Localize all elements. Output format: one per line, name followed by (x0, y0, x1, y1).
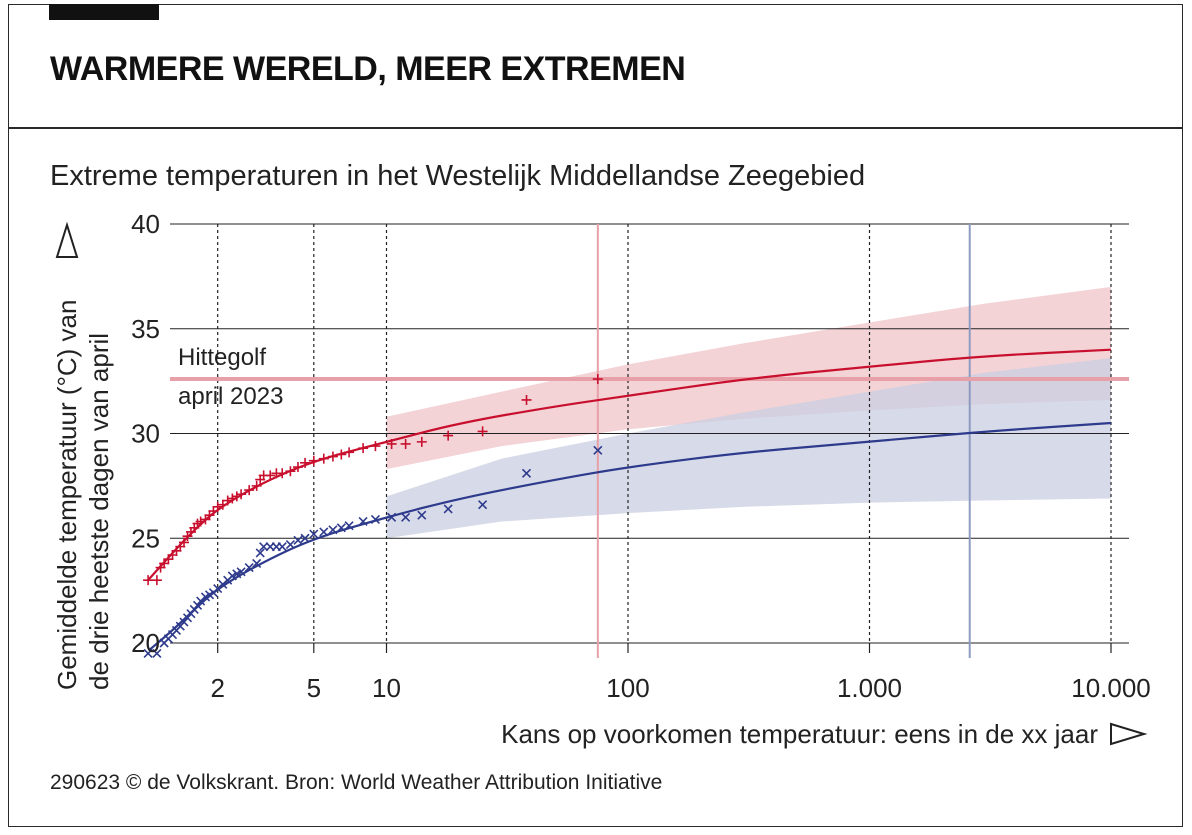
header-divider (8, 127, 1183, 129)
x-axis-arrow-icon (1110, 722, 1148, 746)
y-axis-arrow-icon (55, 221, 79, 258)
red-point-37 (344, 447, 355, 458)
blue-point-43 (478, 500, 488, 510)
blue-point-45 (593, 445, 603, 455)
uncertainty-bands (386, 286, 1111, 539)
red-point-23 (244, 485, 255, 496)
y-axis-title-line2: de drie heetste dagen van april (84, 333, 114, 690)
red-point-45 (521, 394, 532, 405)
x-tick-label-10: 10 (372, 673, 401, 703)
blue-point-35 (336, 523, 346, 533)
red-point-34 (318, 453, 329, 464)
blue-point-28 (277, 542, 287, 552)
red-point-46 (592, 374, 603, 385)
brand-bar (49, 4, 159, 20)
blue-fit-curve (149, 421, 1112, 651)
blue-point-37 (358, 516, 368, 527)
red-point-16 (208, 506, 219, 517)
blue-point-29 (285, 539, 295, 550)
blue-point-24 (255, 548, 265, 558)
source-note: 290623 © de Volkskrant. Bron: World Weat… (50, 771, 663, 794)
blue-point-39 (387, 512, 397, 522)
x-tick-label-100: 100 (606, 673, 649, 703)
blue-point-25 (259, 542, 269, 552)
y-tick-label-25: 25 (131, 523, 160, 553)
blue-point-36 (344, 521, 354, 531)
red-point-3 (159, 558, 170, 569)
blue-point-41 (417, 510, 427, 520)
blue-point-19 (227, 571, 237, 581)
blue-point-32 (309, 529, 319, 539)
red-point-33 (308, 455, 319, 466)
red-point-41 (400, 438, 411, 449)
blue-point-34 (328, 525, 338, 535)
red-point-30 (285, 466, 296, 477)
red-point-1 (151, 575, 162, 586)
red-point-0 (143, 575, 154, 586)
red-fit-curve (147, 348, 1112, 581)
blue-point-40 (401, 512, 411, 522)
event-line-group: Hittegolf april 2023 (170, 344, 1129, 410)
x-tick-label-1000: 1.000 (837, 673, 902, 703)
blue-point-31 (300, 533, 310, 543)
red-point-18 (217, 499, 228, 510)
x-tick-label-2: 2 (210, 673, 224, 703)
red-point-32 (300, 457, 311, 468)
annotation-line2: april 2023 (178, 383, 283, 410)
blue-point-21 (236, 567, 246, 577)
red-point-21 (231, 491, 242, 502)
annotation-line1: Hittegolf (178, 344, 266, 371)
blue-point-1 (152, 648, 162, 659)
red-point-40 (386, 438, 397, 449)
blue-point-23 (252, 558, 262, 568)
y-tick-label-35: 35 (131, 314, 160, 344)
red-point-36 (336, 449, 347, 460)
fit-curves (147, 348, 1112, 651)
y-tick-label-40: 40 (131, 209, 160, 239)
red-point-42 (416, 436, 427, 447)
red-point-35 (327, 451, 338, 462)
y-tick-label-20: 20 (131, 628, 160, 658)
red-point-19 (222, 495, 233, 506)
blue-point-33 (319, 527, 329, 537)
observation-points (143, 374, 603, 659)
chart-headline: WARMERE WERELD, MEER EXTREMEN (50, 50, 686, 88)
blue-point-30 (293, 535, 303, 545)
red-point-31 (292, 462, 303, 473)
red-point-24 (251, 480, 262, 491)
red-point-17 (212, 501, 223, 512)
red-point-44 (477, 426, 488, 437)
x-tick-label-5: 5 (307, 673, 321, 703)
red-point-13 (195, 516, 206, 527)
blue-uncertainty-band (386, 358, 1111, 539)
red-point-38 (358, 443, 369, 454)
x-axis-title: Kans op voorkomen temperatuur: eens in d… (501, 719, 1098, 749)
red-point-20 (227, 493, 238, 504)
blue-point-22 (244, 563, 254, 573)
red-point-29 (277, 468, 288, 479)
red-point-8 (178, 537, 189, 548)
chart-frame (8, 4, 1183, 827)
red-point-22 (236, 489, 247, 500)
blue-point-44 (521, 468, 532, 478)
red-point-43 (443, 430, 454, 441)
blue-point-42 (443, 504, 453, 514)
y-tick-label-30: 30 (131, 419, 160, 449)
y-axis-title-line1: Gemiddelde temperatuur (°C) van (52, 300, 82, 690)
x-tick-label-10000: 10.000 (1071, 673, 1151, 703)
red-point-39 (370, 441, 381, 452)
blue-point-0 (143, 648, 153, 659)
return-period-lines (596, 224, 971, 658)
chart-subtitle: Extreme temperaturen in het Westelijk Mi… (50, 160, 866, 192)
blue-point-38 (370, 514, 381, 524)
red-point-27 (265, 470, 276, 481)
